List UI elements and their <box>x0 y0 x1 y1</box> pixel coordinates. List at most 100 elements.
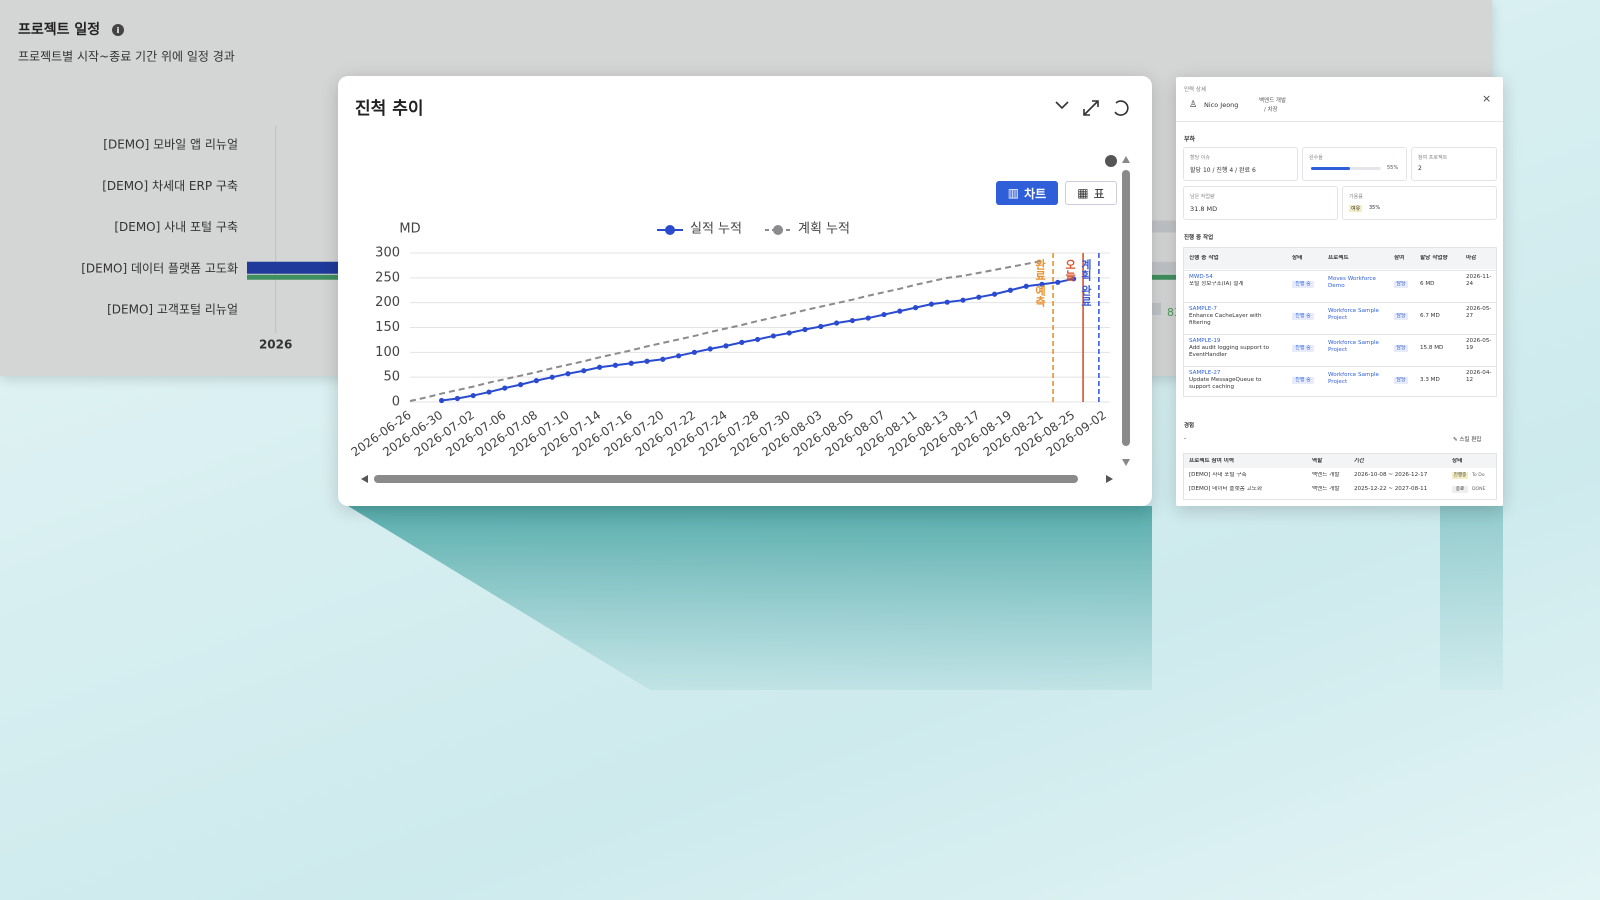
section-title: 경험 <box>1184 423 1195 429</box>
data-point <box>707 346 713 352</box>
data-point <box>1007 287 1014 293</box>
y-tick-label: 200 <box>375 295 400 310</box>
data-point <box>881 311 887 318</box>
column-header: 상태 <box>1292 255 1303 261</box>
chart-view-button[interactable]: ▥ 차트 <box>996 181 1058 205</box>
data-point <box>439 397 445 404</box>
data-point <box>644 358 650 364</box>
table-view-button[interactable]: ▦ 표 <box>1065 181 1117 205</box>
row-label: [DEMO] 사내 포털 구축 <box>114 220 238 234</box>
due-date: 2026-05-19 <box>1466 338 1492 351</box>
collapse-icon[interactable] <box>1055 101 1069 110</box>
due-date: 2026-11-24 <box>1466 274 1492 287</box>
skill-edit-button[interactable]: ✎ 스킬 편집 <box>1453 435 1481 443</box>
scroll-up[interactable] <box>1122 156 1130 163</box>
info-icon[interactable] <box>112 24 124 36</box>
button-icon: ▥ <box>1007 186 1020 200</box>
divider <box>1176 121 1503 122</box>
state-tag: 종료 <box>1452 486 1468 493</box>
column-header: 프로젝트 <box>1328 255 1349 261</box>
data-point <box>691 349 698 355</box>
button-icon: ▦ <box>1077 186 1089 200</box>
data-point <box>502 385 508 391</box>
person-title: / 차장 <box>1264 107 1278 113</box>
row-divider <box>1184 302 1496 303</box>
legend-label: 계획 누적 <box>798 222 850 237</box>
role-tag: 담당 <box>1394 281 1408 288</box>
data-point <box>770 333 777 339</box>
gantt-subtitle: 프로젝트별 시작~종료 기간 위에 일정 경과 <box>18 50 235 64</box>
history-cell: 백엔드 개발 <box>1312 486 1340 492</box>
due-date: 2026-05-27 <box>1466 306 1492 319</box>
person-role: 백엔드 개발 <box>1259 98 1287 104</box>
row-label: [DEMO] 차세대 ERP 구축 <box>102 179 238 193</box>
y-tick-label: 300 <box>375 246 400 261</box>
column-header: 진행 중 작업 <box>1189 255 1219 261</box>
data-point <box>581 368 587 374</box>
data-point <box>897 308 903 314</box>
close-button[interactable]: × <box>1482 92 1492 105</box>
progress-card: 진척 추이 0 50 100 150 200 250 300 MD 2026-06-26 2026… <box>338 76 1152 506</box>
data-point <box>1023 283 1029 289</box>
stat-card: 할당 이슈 할당 10 / 진행 4 / 완료 6 <box>1183 147 1298 181</box>
status-tag: 진행 중 <box>1292 281 1314 288</box>
info-icon[interactable] <box>1105 155 1117 167</box>
scroll-left[interactable] <box>361 475 368 483</box>
project-link: Workforce Sample Project <box>1328 340 1380 353</box>
task-table: 진행 중 작업 상태 프로젝트 참여 할당 작업량 마감 MWD-54 포털 정보구조(IA)… <box>1183 247 1497 397</box>
due-date: 2026-04-12 <box>1466 370 1492 383</box>
data-point <box>913 305 919 311</box>
reference-label: 계획 완료 <box>1079 258 1092 307</box>
data-point <box>676 353 682 359</box>
data-point <box>486 389 492 395</box>
status-tag: 진행 중 <box>1292 377 1314 384</box>
focus-beam <box>1440 506 1503 690</box>
scroll-right[interactable] <box>1106 475 1113 483</box>
table-header <box>1184 454 1496 468</box>
info-icon-glyph: i <box>117 26 120 35</box>
data-point <box>597 364 603 370</box>
button-label: 스킬 편집 <box>1459 437 1482 443</box>
button-label: 차트 <box>1024 186 1047 201</box>
effort: 6.7 MD <box>1420 313 1440 319</box>
v-scrollbar[interactable] <box>1122 170 1130 446</box>
project-link: Workforce Sample Project <box>1328 372 1380 385</box>
row-label: [DEMO] 고객포털 리뉴얼 <box>107 303 238 317</box>
task-title: Enhance CacheLayer with filtering <box>1189 313 1262 326</box>
stat-value: 35% <box>1369 205 1381 211</box>
history-table: 프로젝트 참여 이력 역할 기간 상태 [DEMO] 사내 포털 구축 백엔드 개발 202… <box>1183 453 1497 500</box>
gantt-title: 프로젝트 일정 <box>18 21 100 38</box>
reset-icon[interactable] <box>1114 100 1129 116</box>
progress-fill <box>1311 167 1350 170</box>
data-point <box>928 301 935 307</box>
data-point <box>786 330 792 336</box>
scroll-down[interactable] <box>1122 459 1130 466</box>
data-point <box>533 378 540 384</box>
task-key: SAMPLE-19 <box>1189 338 1221 344</box>
history-cell: [DEMO] 사내 포털 구축 <box>1189 472 1247 478</box>
button-label: 표 <box>1093 186 1105 201</box>
task-key: SAMPLE-27 <box>1189 370 1221 376</box>
avatar-icon: ♙ <box>1189 100 1198 110</box>
data-point <box>976 294 982 300</box>
h-scrollbar[interactable] <box>374 475 1078 483</box>
data-point <box>865 315 871 321</box>
status-tag: 진행 중 <box>1292 313 1314 320</box>
section-title: 진행 중 작업 <box>1184 235 1214 241</box>
effort: 15.8 MD <box>1420 345 1444 351</box>
row-divider <box>1184 334 1496 335</box>
experience-value: - <box>1184 435 1187 442</box>
stat-value: 2 <box>1418 165 1422 172</box>
expand-icon[interactable] <box>1083 100 1099 116</box>
effort: 6 MD <box>1420 281 1435 287</box>
card-title: 진척 추이 <box>355 99 423 119</box>
data-point <box>660 356 666 362</box>
stat-label: 남은 작업량 <box>1190 194 1215 200</box>
stat-card: 가용률 여유 35% <box>1342 186 1497 220</box>
stat-card: 남은 작업량 31.8 MD <box>1183 186 1338 220</box>
legend-dot <box>665 225 675 235</box>
stat-label: 할당 이슈 <box>1190 155 1210 161</box>
data-point <box>818 323 824 330</box>
